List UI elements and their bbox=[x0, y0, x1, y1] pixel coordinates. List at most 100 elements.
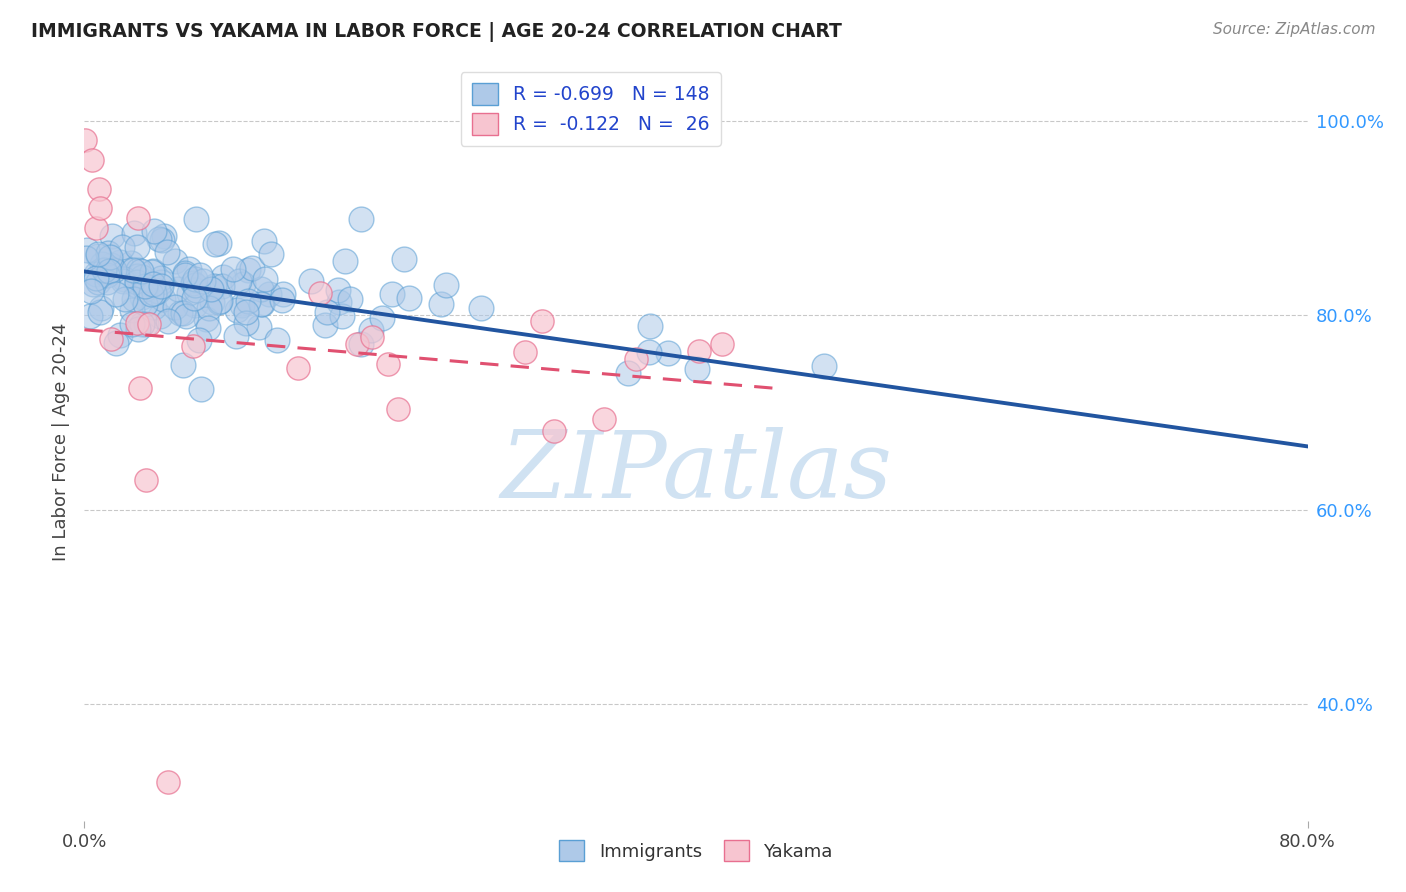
Point bbox=[138, 317, 160, 331]
Point bbox=[181, 339, 204, 353]
Point bbox=[186, 212, 208, 227]
Point bbox=[260, 247, 283, 261]
Point bbox=[250, 296, 273, 310]
Point bbox=[381, 286, 404, 301]
Point bbox=[93, 263, 115, 277]
Point bbox=[316, 305, 339, 319]
Point bbox=[82, 277, 104, 291]
Point bbox=[387, 402, 409, 417]
Point bbox=[360, 330, 382, 344]
Point bbox=[434, 278, 457, 293]
Point bbox=[75, 133, 97, 147]
Point bbox=[127, 211, 149, 225]
Point bbox=[134, 282, 156, 296]
Point bbox=[184, 271, 207, 285]
Point bbox=[143, 300, 166, 314]
Point bbox=[225, 328, 247, 343]
Point bbox=[112, 272, 135, 286]
Point bbox=[91, 257, 114, 271]
Point bbox=[87, 275, 110, 289]
Point bbox=[193, 274, 215, 288]
Point bbox=[333, 253, 356, 268]
Point bbox=[131, 290, 153, 304]
Point bbox=[638, 319, 661, 334]
Point bbox=[686, 362, 709, 376]
Point bbox=[87, 246, 110, 260]
Point bbox=[111, 274, 134, 288]
Point bbox=[131, 269, 153, 284]
Point bbox=[271, 286, 294, 301]
Point bbox=[125, 269, 148, 284]
Point bbox=[84, 271, 107, 285]
Point bbox=[86, 249, 108, 263]
Point bbox=[90, 301, 112, 315]
Point bbox=[249, 282, 271, 296]
Point bbox=[592, 412, 614, 426]
Point bbox=[360, 322, 382, 336]
Point bbox=[167, 282, 190, 296]
Point bbox=[108, 327, 131, 342]
Point bbox=[80, 153, 103, 167]
Point bbox=[209, 294, 232, 309]
Point bbox=[96, 275, 118, 289]
Point bbox=[236, 294, 259, 309]
Point bbox=[530, 314, 553, 328]
Point bbox=[76, 243, 98, 257]
Point bbox=[89, 182, 111, 196]
Point bbox=[194, 312, 217, 326]
Point bbox=[100, 258, 122, 272]
Point bbox=[172, 358, 194, 372]
Point bbox=[377, 357, 399, 371]
Point bbox=[111, 240, 134, 254]
Point bbox=[153, 228, 176, 243]
Point bbox=[183, 291, 205, 305]
Point bbox=[235, 316, 257, 330]
Point bbox=[177, 285, 200, 300]
Point bbox=[513, 344, 536, 359]
Point bbox=[624, 351, 647, 366]
Point bbox=[266, 333, 288, 347]
Point bbox=[174, 310, 197, 324]
Point bbox=[169, 306, 191, 320]
Point bbox=[157, 774, 180, 789]
Point bbox=[197, 301, 219, 315]
Point bbox=[86, 267, 108, 281]
Point bbox=[813, 359, 835, 373]
Point bbox=[131, 317, 153, 331]
Point bbox=[346, 337, 368, 351]
Point bbox=[235, 305, 257, 319]
Point bbox=[98, 250, 121, 264]
Point bbox=[114, 292, 136, 306]
Point bbox=[309, 286, 332, 301]
Point bbox=[326, 283, 349, 297]
Point bbox=[80, 285, 103, 299]
Point bbox=[129, 381, 152, 395]
Point bbox=[657, 345, 679, 359]
Point bbox=[187, 334, 209, 348]
Text: Source: ZipAtlas.com: Source: ZipAtlas.com bbox=[1212, 22, 1375, 37]
Point bbox=[211, 278, 233, 293]
Point bbox=[211, 270, 233, 285]
Point bbox=[184, 278, 207, 293]
Point bbox=[134, 297, 156, 311]
Point bbox=[287, 360, 309, 375]
Point bbox=[257, 286, 280, 301]
Point bbox=[184, 283, 207, 297]
Point bbox=[97, 264, 120, 278]
Point bbox=[104, 287, 127, 301]
Point bbox=[141, 265, 163, 279]
Point bbox=[105, 335, 128, 350]
Point bbox=[143, 285, 166, 300]
Point bbox=[238, 262, 260, 277]
Point bbox=[208, 294, 231, 309]
Point bbox=[165, 301, 187, 315]
Point bbox=[314, 318, 336, 332]
Point bbox=[174, 266, 197, 280]
Point bbox=[143, 224, 166, 238]
Point bbox=[163, 253, 186, 268]
Point bbox=[398, 291, 420, 305]
Point bbox=[150, 233, 173, 247]
Point bbox=[157, 314, 180, 328]
Point bbox=[149, 275, 172, 289]
Point bbox=[142, 277, 165, 291]
